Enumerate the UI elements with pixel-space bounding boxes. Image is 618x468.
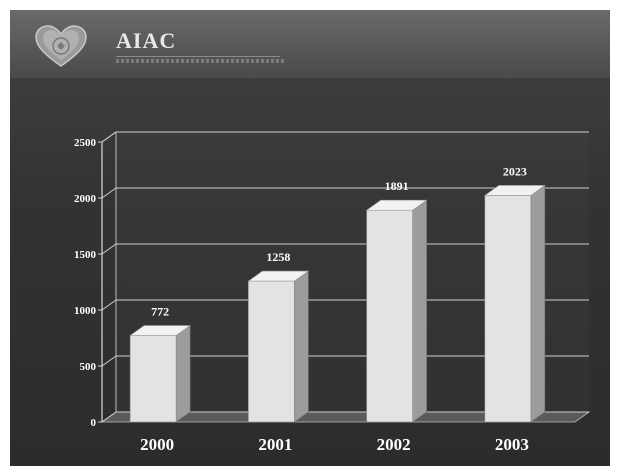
y-tick-label: 0 xyxy=(91,417,97,429)
brand-name: AIAC xyxy=(116,28,177,53)
y-tick-label: 1000 xyxy=(74,305,97,317)
x-tick-label: 2001 xyxy=(258,435,292,454)
bar-side xyxy=(294,270,309,423)
bar-side xyxy=(175,324,191,423)
bar-chart: 0 500 1000 1500 2000 2500 772 2000 1258 2001 1891 2… xyxy=(74,131,591,454)
heart-logo-icon xyxy=(35,25,87,67)
bar-top xyxy=(129,325,192,336)
y-tick-label: 2000 xyxy=(74,193,97,205)
data-label: 772 xyxy=(151,305,169,319)
data-label: 1258 xyxy=(266,250,290,264)
bar-2003 xyxy=(484,195,532,423)
x-tick-label: 2002 xyxy=(377,435,411,454)
bar-side xyxy=(412,199,427,423)
x-tick-label: 2003 xyxy=(495,435,529,454)
header-band xyxy=(10,10,610,78)
brand-subtitle-lines xyxy=(116,59,286,63)
x-tick-label: 2000 xyxy=(140,435,174,454)
bar-top xyxy=(247,270,310,282)
slide-background: AIAC 0 500 1000 1500 2000 2500 772 2000 1258 2001… xyxy=(10,10,610,466)
y-tick-label: 500 xyxy=(80,361,97,373)
brand-underline xyxy=(116,56,280,57)
bar-2001 xyxy=(248,280,295,423)
y-tick-label: 2500 xyxy=(74,137,97,149)
y-tick-label: 1500 xyxy=(74,249,97,261)
bar-top xyxy=(483,185,546,196)
top-depth-line xyxy=(101,131,117,143)
bar-2000 xyxy=(129,335,177,423)
data-label: 1891 xyxy=(385,179,409,193)
data-label: 2023 xyxy=(503,164,527,178)
bar-2002 xyxy=(366,209,413,423)
bar-top xyxy=(365,199,428,211)
bar-side xyxy=(530,184,546,423)
